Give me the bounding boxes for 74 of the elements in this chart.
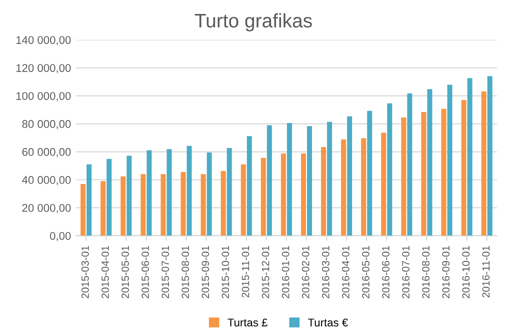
bar xyxy=(280,153,286,236)
bar xyxy=(140,174,146,236)
bar xyxy=(160,174,166,236)
bar xyxy=(100,181,106,236)
bar xyxy=(361,138,366,236)
bar xyxy=(186,146,192,236)
x-tick-label: 2016-11-01 xyxy=(482,246,490,298)
bar xyxy=(246,136,252,236)
x-tick-label: 2016-02-01 xyxy=(302,246,310,298)
y-tick-label: 140 000,00 xyxy=(16,36,71,46)
bar xyxy=(421,112,426,236)
bar xyxy=(120,176,126,236)
bar xyxy=(220,170,226,236)
bar xyxy=(407,93,412,236)
y-tick-label: 100 000,00 xyxy=(16,92,71,102)
bar xyxy=(306,126,312,236)
bar xyxy=(80,184,86,236)
x-tick-label: 2016-10-01 xyxy=(462,246,470,298)
bar xyxy=(286,122,292,236)
y-tick-label: 20 000,00 xyxy=(22,204,71,214)
bar xyxy=(226,148,232,236)
bar xyxy=(347,116,352,236)
x-tick-label: 2015-12-01 xyxy=(262,246,270,298)
bar xyxy=(321,147,326,236)
chart-title: Turto grafikas xyxy=(194,13,312,32)
x-tick-label: 2016-01-01 xyxy=(282,246,290,298)
x-tick-label: 2016-06-01 xyxy=(382,246,390,298)
x-tick-label: 2016-09-01 xyxy=(442,246,450,298)
bar xyxy=(106,158,112,236)
x-tick-label: 2016-04-01 xyxy=(342,246,350,298)
bar xyxy=(447,84,452,236)
bar xyxy=(487,76,492,236)
legend-label: Turtas £ xyxy=(228,318,268,326)
bar xyxy=(166,149,172,236)
bar xyxy=(427,89,432,236)
x-tick-label: 2016-05-01 xyxy=(362,246,370,298)
bar xyxy=(461,100,466,236)
x-tick-label: 2015-05-01 xyxy=(122,246,129,298)
y-tick-label: 120 000,00 xyxy=(16,64,71,74)
legend-label: Turtas € xyxy=(308,318,348,326)
bar xyxy=(300,153,306,236)
bar xyxy=(467,78,472,236)
x-tick-label: 2015-11-01 xyxy=(242,246,250,298)
bar xyxy=(387,103,392,236)
y-tick-label: 60 000,00 xyxy=(22,148,71,158)
x-tick-label: 2015-06-01 xyxy=(142,246,149,298)
bar xyxy=(381,132,386,236)
x-tick-label: 2015-09-01 xyxy=(202,246,210,298)
bar xyxy=(481,91,486,236)
bar xyxy=(341,139,346,236)
y-tick-label: 80 000,00 xyxy=(22,120,71,130)
bar xyxy=(266,125,272,236)
x-tick-label: 2015-04-01 xyxy=(102,246,109,298)
x-tick-label: 2015-03-01 xyxy=(81,246,89,298)
y-tick-label: 40 000,00 xyxy=(22,176,71,186)
x-tick-label: 2016-07-01 xyxy=(402,246,410,298)
bar xyxy=(206,152,212,236)
x-tick-label: 2015-07-01 xyxy=(162,246,170,298)
bar xyxy=(260,158,266,236)
bar xyxy=(401,117,406,236)
y-tick-label: 0,00 xyxy=(50,232,71,242)
bar xyxy=(146,150,152,236)
bar xyxy=(327,122,332,236)
bar xyxy=(86,164,92,236)
bar xyxy=(441,108,446,236)
bar xyxy=(200,174,206,236)
bar xyxy=(240,164,246,236)
bar xyxy=(180,172,186,236)
x-tick-label: 2015-08-01 xyxy=(182,246,190,298)
x-tick-label: 2016-08-01 xyxy=(422,246,430,298)
x-tick-label: 2015-10-01 xyxy=(222,246,230,298)
bar xyxy=(126,156,132,236)
x-tick-label: 2016-03-01 xyxy=(322,246,330,298)
bar xyxy=(367,110,372,236)
